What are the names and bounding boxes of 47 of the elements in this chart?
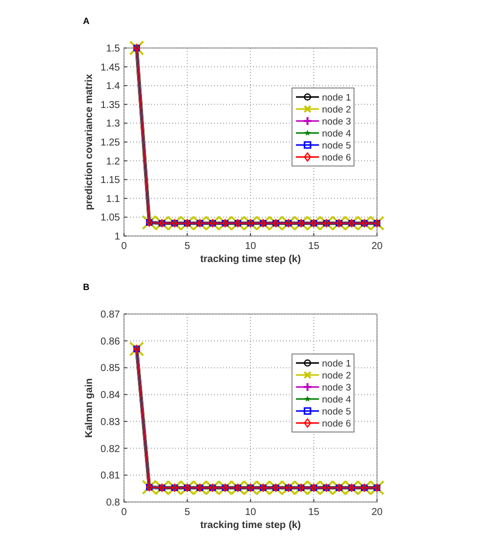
x-tick-label: 20 — [371, 507, 383, 518]
y-tick-label: 0.8 — [106, 498, 120, 508]
x-tick-label: 10 — [244, 507, 256, 518]
chart-title: A — [83, 16, 90, 26]
y-tick-label: 0.86 — [100, 336, 120, 348]
y-tick-label: 1.35 — [100, 100, 120, 111]
y-tick-label: 0.82 — [100, 444, 120, 455]
y-tick-label: 1.3 — [106, 118, 120, 130]
y-tick-label: 1.4 — [106, 81, 120, 92]
x-tick-label: 5 — [184, 507, 190, 518]
chart-title: B — [83, 282, 90, 292]
y-axis-title: Kalman gain — [84, 378, 95, 438]
y-tick-label: 1.25 — [100, 138, 120, 148]
legend-label: node 3 — [322, 116, 352, 128]
y-tick-label: 0.83 — [100, 416, 120, 428]
x-tick-label: 0 — [121, 507, 128, 518]
x-tick-label: 15 — [308, 241, 320, 252]
legend-label: node 4 — [322, 394, 352, 406]
y-tick-label: 1.45 — [100, 62, 120, 74]
y-tick-label: 1.1 — [106, 194, 120, 205]
legend-label: node 6 — [322, 152, 352, 164]
y-tick-label: 0.87 — [100, 310, 120, 320]
y-tick-label: 1.5 — [106, 44, 120, 54]
y-tick-label: 0.85 — [100, 363, 120, 374]
legend-label: node 1 — [322, 358, 352, 370]
x-axis-title: tracking time step (k) — [200, 254, 301, 265]
x-tick-label: 10 — [244, 241, 256, 252]
y-tick-label: 1.15 — [100, 175, 120, 186]
y-tick-label: 0.84 — [100, 390, 120, 402]
legend-label: node 6 — [322, 418, 352, 430]
legend-label: node 2 — [322, 370, 352, 382]
legend-label: node 3 — [322, 382, 352, 394]
y-axis-title: prediction covariance matrix — [84, 73, 95, 210]
legend-label: node 2 — [322, 104, 352, 116]
x-tick-label: 5 — [184, 241, 190, 252]
legend-label: node 5 — [322, 406, 352, 418]
legend-label: node 1 — [322, 92, 352, 104]
x-tick-label: 15 — [308, 507, 320, 518]
y-tick-label: 1.2 — [106, 156, 120, 168]
legend-label: node 5 — [322, 140, 352, 152]
x-tick-label: 0 — [121, 241, 128, 252]
x-axis-title: tracking time step (k) — [200, 520, 301, 531]
legend-label: node 4 — [322, 128, 352, 140]
y-tick-label: 1 — [114, 232, 120, 242]
y-tick-label: 0.81 — [100, 470, 120, 482]
y-tick-label: 1.05 — [100, 212, 120, 224]
x-tick-label: 20 — [371, 241, 383, 252]
